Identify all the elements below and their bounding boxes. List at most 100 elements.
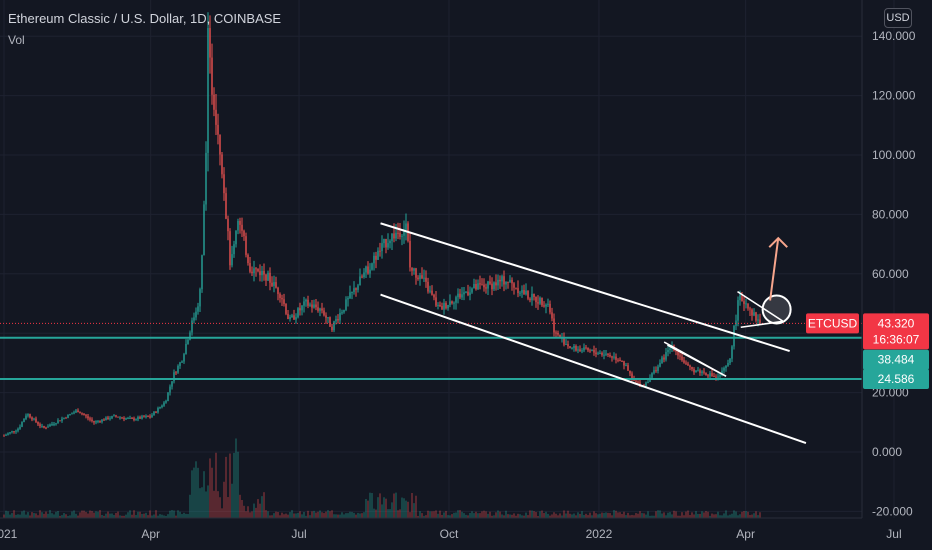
candle-body [173, 372, 175, 382]
volume-bar [309, 515, 311, 518]
candle-body [541, 297, 543, 306]
volume-bar [61, 515, 63, 518]
volume-bar [569, 513, 571, 518]
volume-bar [599, 513, 601, 518]
volume-bar [585, 513, 587, 518]
candle-body [515, 287, 517, 289]
candle-body [503, 276, 505, 285]
candle-body [37, 421, 39, 425]
candle-body [259, 271, 261, 276]
volume-bar [179, 511, 181, 518]
volume-bar [333, 514, 335, 518]
candle-body [715, 376, 717, 378]
candle-body [525, 290, 527, 295]
volume-bar [525, 512, 527, 518]
candle-body [351, 291, 353, 293]
volume-bar [161, 514, 163, 518]
candle-body [109, 418, 111, 420]
candle-body [393, 233, 395, 239]
candle-body [141, 416, 143, 419]
candle-body [143, 416, 145, 418]
candle-body [135, 419, 137, 421]
volume-bar [145, 512, 147, 518]
candle-body [123, 417, 125, 420]
candle-body [497, 279, 499, 286]
candle-body [245, 236, 247, 255]
candle-body [557, 332, 559, 335]
volume-bar [535, 512, 537, 518]
volume-bar [759, 512, 761, 518]
candle-body [391, 233, 393, 241]
candle-body [635, 380, 637, 382]
volume-bar [561, 515, 563, 518]
volume-bar [265, 510, 267, 518]
candle-body [21, 422, 23, 427]
volume-bar [663, 512, 665, 518]
candle-body [209, 28, 211, 58]
candle-body [609, 354, 611, 357]
candle-body [251, 271, 253, 274]
candle-body [217, 124, 219, 135]
volume-bar [745, 510, 747, 518]
candle-body [477, 283, 479, 290]
candle-body [49, 424, 51, 427]
candle-body [513, 283, 515, 288]
volume-bar [281, 512, 283, 518]
volume-bar [591, 515, 593, 518]
volume-bar [553, 512, 555, 518]
volume-bar [227, 497, 229, 518]
candle-body [579, 349, 581, 352]
currency-button[interactable]: USD [884, 8, 912, 28]
candle-body [341, 312, 343, 314]
volume-bar [299, 511, 301, 518]
candle-body [507, 281, 509, 283]
volume-bar [691, 512, 693, 518]
volume-bar [123, 515, 125, 518]
volume-bar [657, 510, 659, 518]
candle-body [753, 312, 755, 316]
volume-bar [173, 510, 175, 518]
candle-body [81, 413, 83, 415]
candle-body [67, 414, 69, 418]
volume-bar [605, 512, 607, 518]
volume-bar [133, 510, 135, 518]
candle-body [55, 423, 57, 425]
candle-body [581, 350, 583, 352]
candle-body [31, 417, 33, 420]
volume-indicator-label[interactable]: Vol [8, 33, 25, 47]
volume-bar [339, 514, 341, 518]
candle-body [363, 272, 365, 277]
volume-bar [607, 512, 609, 518]
candle-body [415, 268, 417, 278]
volume-bar [259, 503, 261, 518]
volume-bar [681, 512, 683, 518]
volume-bar [733, 510, 735, 518]
volume-bar [723, 513, 725, 518]
x-tick-label: Apr [736, 527, 755, 541]
candle-body [615, 356, 617, 360]
candle-body [121, 417, 123, 419]
candle-body [619, 359, 621, 361]
candle-body [665, 352, 667, 360]
x-tick-label: Jul [291, 527, 306, 541]
countdown-label: 16:36:07 [873, 332, 920, 346]
candle-body [379, 250, 381, 252]
volume-bar [329, 511, 331, 518]
volume-bar [687, 510, 689, 518]
candle-body [533, 293, 535, 297]
volume-bar [501, 514, 503, 518]
candle-body [361, 276, 363, 278]
candle-body [213, 94, 215, 110]
candle-body [725, 365, 727, 368]
volume-bar [359, 513, 361, 518]
candle-body [569, 346, 571, 349]
volume-bar [481, 511, 483, 518]
volume-bar [559, 513, 561, 518]
volume-bar [203, 471, 205, 518]
volume-bar [521, 515, 523, 518]
volume-bar [573, 513, 575, 518]
volume-bar [201, 487, 203, 518]
candle-body [509, 279, 511, 282]
volume-bar [593, 511, 595, 518]
